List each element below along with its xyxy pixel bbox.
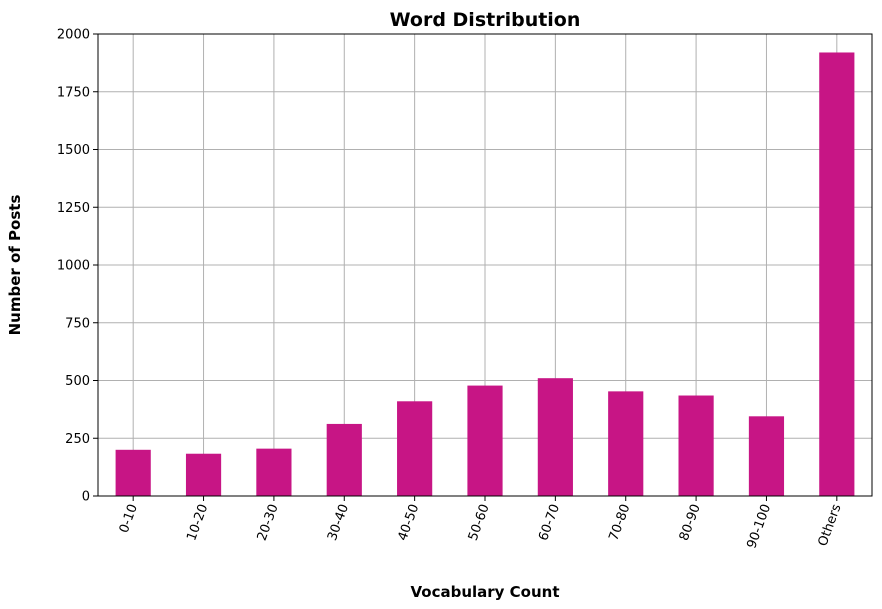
bar-layer [115, 52, 855, 496]
x-tick-label: 20-30 [255, 502, 282, 543]
y-tick-label: 2000 [57, 28, 90, 43]
bar-10-20 [185, 453, 222, 496]
bar-20-30 [256, 448, 292, 496]
y-tick-label: 750 [65, 316, 90, 331]
x-tick-label: Others [816, 502, 845, 548]
bar-70-80 [608, 391, 644, 496]
bar-60-70 [537, 378, 573, 496]
x-tick-label: 80-90 [677, 502, 704, 543]
x-tick-label: 50-60 [466, 502, 493, 543]
x-tick-label: 30-40 [325, 502, 352, 543]
y-tick-label: 1250 [57, 201, 90, 216]
y-tick-label: 250 [65, 432, 90, 447]
x-tick-label: 40-50 [395, 502, 422, 543]
y-tick-label: 1500 [57, 143, 90, 158]
x-tick-label: 90-100 [744, 502, 774, 550]
chart-title: Word Distribution [390, 9, 581, 31]
bar-40-50 [397, 401, 433, 496]
x-tick-label: 10-20 [184, 502, 211, 543]
y-tick-label: 1000 [57, 259, 90, 274]
bar-80-90 [678, 395, 714, 496]
bar-50-60 [467, 385, 503, 496]
y-tick-label: 1750 [57, 85, 90, 100]
bar-0-10 [115, 449, 151, 496]
x-tick-label: 60-70 [536, 502, 563, 543]
x-tick-label: 0-10 [117, 502, 141, 535]
bar-30-40 [326, 423, 362, 496]
bar-others [819, 52, 855, 496]
x-axis-label: Vocabulary Count [410, 583, 559, 601]
bar-90-100 [748, 416, 785, 496]
y-tick-label: 0 [82, 490, 90, 505]
y-tick-label: 500 [65, 374, 90, 389]
x-tick-label: 70-80 [606, 502, 633, 543]
y-axis-label: Number of Posts [6, 195, 24, 336]
plot-frame [97, 33, 873, 497]
